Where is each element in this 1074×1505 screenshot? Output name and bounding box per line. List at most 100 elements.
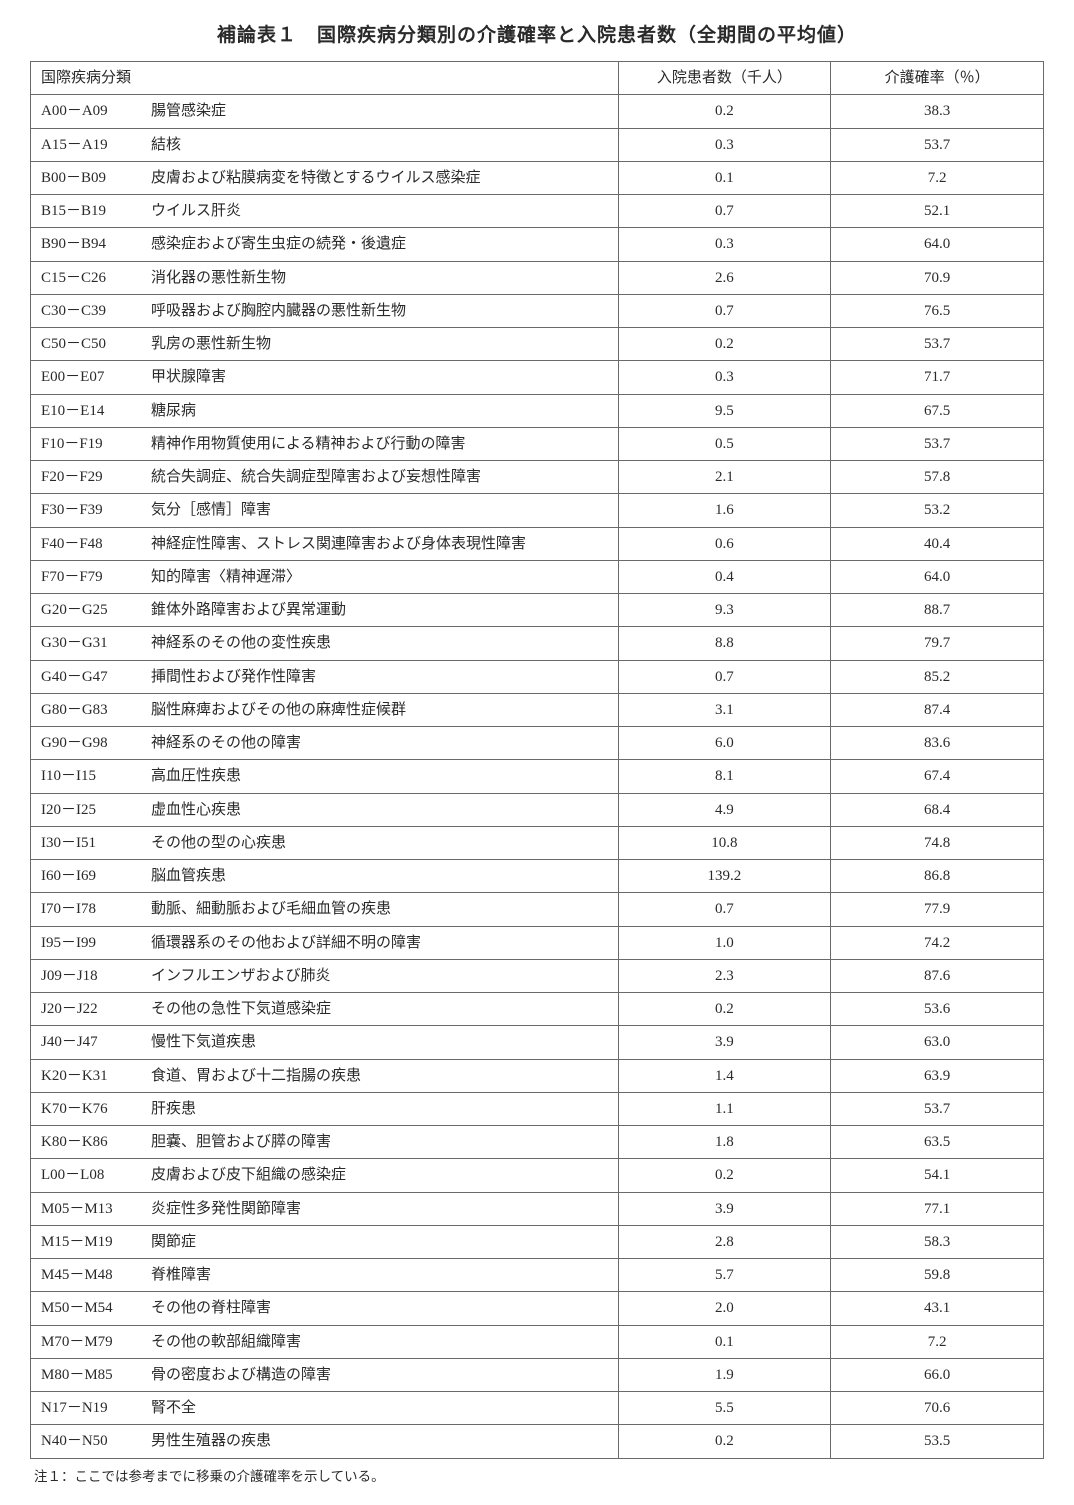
disease-code: N40－N50 — [41, 1428, 136, 1454]
cell-rate: 53.5 — [831, 1425, 1044, 1458]
cell-rate: 67.4 — [831, 760, 1044, 793]
disease-code: E00－E07 — [41, 364, 136, 390]
table-row: A00－A09 腸管感染症0.238.3 — [31, 95, 1044, 128]
table-row: G20－G25 錐体外路障害および異常運動9.388.7 — [31, 594, 1044, 627]
table-row: M45－M48 脊椎障害5.759.8 — [31, 1259, 1044, 1292]
disease-name: 慢性下気道疾患 — [136, 1034, 256, 1050]
table-row: G40－G47 挿間性および発作性障害0.785.2 — [31, 660, 1044, 693]
cell-rate: 63.9 — [831, 1059, 1044, 1092]
cell-patients: 0.3 — [618, 128, 831, 161]
cell-rate: 71.7 — [831, 361, 1044, 394]
cell-patients: 1.0 — [618, 926, 831, 959]
table-row: G30－G31 神経系のその他の変性疾患8.879.7 — [31, 627, 1044, 660]
cell-patients: 6.0 — [618, 727, 831, 760]
disease-code: M50－M54 — [41, 1295, 136, 1321]
table-footnote: 注１：ここでは参考までに移乗の介護確率を示している。 — [30, 1465, 1044, 1485]
disease-name: 循環器系のその他および詳細不明の障害 — [136, 935, 421, 951]
cell-rate: 40.4 — [831, 527, 1044, 560]
table-row: K70－K76 肝疾患1.153.7 — [31, 1092, 1044, 1125]
disease-name: その他の脊柱障害 — [136, 1300, 271, 1316]
cell-category: M45－M48 脊椎障害 — [31, 1259, 619, 1292]
disease-code: J09－J18 — [41, 963, 136, 989]
table-row: M50－M54 その他の脊柱障害2.043.1 — [31, 1292, 1044, 1325]
cell-category: K70－K76 肝疾患 — [31, 1092, 619, 1125]
disease-name: 脳血管疾患 — [136, 868, 226, 884]
table-row: B90－B94 感染症および寄生虫症の続発・後遺症0.364.0 — [31, 228, 1044, 261]
cell-patients: 0.2 — [618, 328, 831, 361]
table-row: F40－F48 神経症性障害、ストレス関連障害および身体表現性障害0.640.4 — [31, 527, 1044, 560]
table-header-row: 国際疾病分類 入院患者数（千人） 介護確率（％） — [31, 62, 1044, 95]
cell-patients: 8.1 — [618, 760, 831, 793]
disease-name: 知的障害〈精神遅滞〉 — [136, 569, 301, 585]
cell-rate: 52.1 — [831, 195, 1044, 228]
cell-patients: 2.8 — [618, 1225, 831, 1258]
disease-name: 関節症 — [136, 1234, 196, 1250]
disease-name: 乳房の悪性新生物 — [136, 336, 271, 352]
disease-code: G20－G25 — [41, 597, 136, 623]
cell-category: E00－E07 甲状腺障害 — [31, 361, 619, 394]
disease-name: 精神作用物質使用による精神および行動の障害 — [136, 436, 466, 452]
disease-code: M05－M13 — [41, 1196, 136, 1222]
table-row: F30－F39 気分［感情］障害1.653.2 — [31, 494, 1044, 527]
cell-category: N17－N19 腎不全 — [31, 1392, 619, 1425]
cell-category: F30－F39 気分［感情］障害 — [31, 494, 619, 527]
table-row: J40－J47 慢性下気道疾患3.963.0 — [31, 1026, 1044, 1059]
cell-patients: 0.7 — [618, 294, 831, 327]
cell-rate: 74.8 — [831, 826, 1044, 859]
cell-category: M50－M54 その他の脊柱障害 — [31, 1292, 619, 1325]
table-row: J09－J18 インフルエンザおよび肺炎2.387.6 — [31, 959, 1044, 992]
cell-category: C30－C39 呼吸器および胸腔内臓器の悪性新生物 — [31, 294, 619, 327]
disease-name: 胆嚢、胆管および膵の障害 — [136, 1134, 331, 1150]
disease-code: G80－G83 — [41, 697, 136, 723]
disease-code: F70－F79 — [41, 564, 136, 590]
cell-rate: 58.3 — [831, 1225, 1044, 1258]
table-row: I70－I78 動脈、細動脈および毛細血管の疾患0.777.9 — [31, 893, 1044, 926]
cell-rate: 87.6 — [831, 959, 1044, 992]
cell-rate: 76.5 — [831, 294, 1044, 327]
disease-code: C30－C39 — [41, 298, 136, 324]
table-row: N40－N50 男性生殖器の疾患0.253.5 — [31, 1425, 1044, 1458]
table-title: 補論表１ 国際疾病分類別の介護確率と入院患者数（全期間の平均値） — [30, 20, 1044, 47]
disease-name: 神経系のその他の障害 — [136, 735, 301, 751]
disease-name: 神経系のその他の変性疾患 — [136, 635, 331, 651]
table-row: I60－I69 脳血管疾患139.286.8 — [31, 860, 1044, 893]
cell-patients: 0.5 — [618, 427, 831, 460]
cell-patients: 0.2 — [618, 1159, 831, 1192]
cell-rate: 63.0 — [831, 1026, 1044, 1059]
disease-code: I60－I69 — [41, 863, 136, 889]
cell-category: E10－E14 糖尿病 — [31, 394, 619, 427]
cell-patients: 1.8 — [618, 1126, 831, 1159]
cell-patients: 3.9 — [618, 1192, 831, 1225]
disease-code: A00－A09 — [41, 98, 136, 124]
table-row: G80－G83 脳性麻痺およびその他の麻痺性症候群3.187.4 — [31, 693, 1044, 726]
disease-code: F30－F39 — [41, 497, 136, 523]
cell-rate: 64.0 — [831, 560, 1044, 593]
cell-rate: 7.2 — [831, 1325, 1044, 1358]
cell-patients: 0.2 — [618, 993, 831, 1026]
table-row: C50－C50 乳房の悪性新生物0.253.7 — [31, 328, 1044, 361]
cell-category: I30－I51 その他の型の心疾患 — [31, 826, 619, 859]
cell-rate: 85.2 — [831, 660, 1044, 693]
disease-name: 統合失調症、統合失調症型障害および妄想性障害 — [136, 469, 481, 485]
disease-name: 神経症性障害、ストレス関連障害および身体表現性障害 — [136, 536, 526, 552]
cell-patients: 9.3 — [618, 594, 831, 627]
cell-patients: 0.2 — [618, 1425, 831, 1458]
cell-category: J20－J22 その他の急性下気道感染症 — [31, 993, 619, 1026]
disease-code: L00－L08 — [41, 1162, 136, 1188]
cell-rate: 77.1 — [831, 1192, 1044, 1225]
cell-rate: 54.1 — [831, 1159, 1044, 1192]
disease-code: B00－B09 — [41, 165, 136, 191]
disease-name: ウイルス肝炎 — [136, 203, 241, 219]
cell-patients: 0.6 — [618, 527, 831, 560]
cell-category: F40－F48 神経症性障害、ストレス関連障害および身体表現性障害 — [31, 527, 619, 560]
disease-code: I10－I15 — [41, 763, 136, 789]
disease-name: 腎不全 — [136, 1400, 196, 1416]
table-row: K80－K86 胆嚢、胆管および膵の障害1.863.5 — [31, 1126, 1044, 1159]
cell-category: F70－F79 知的障害〈精神遅滞〉 — [31, 560, 619, 593]
header-patients: 入院患者数（千人） — [618, 62, 831, 95]
table-row: E00－E07 甲状腺障害0.371.7 — [31, 361, 1044, 394]
disease-code: C15－C26 — [41, 265, 136, 291]
table-row: M05－M13 炎症性多発性関節障害3.977.1 — [31, 1192, 1044, 1225]
cell-rate: 57.8 — [831, 461, 1044, 494]
disease-name: 食道、胃および十二指腸の疾患 — [136, 1068, 361, 1084]
